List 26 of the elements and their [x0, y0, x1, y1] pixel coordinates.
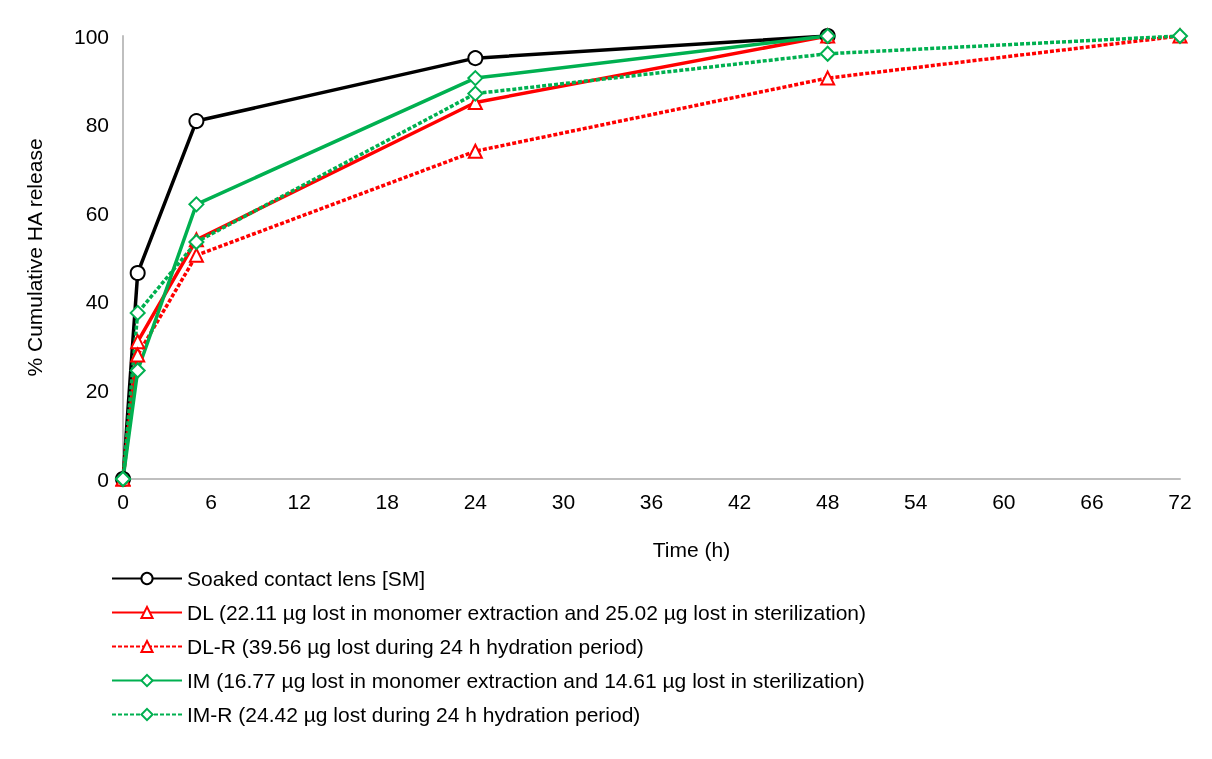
x-tick-label: 66	[1080, 490, 1104, 513]
x-tick-label: 72	[1168, 490, 1192, 513]
y-tick-label: 20	[85, 378, 109, 402]
y-tick-label: 60	[85, 201, 109, 225]
x-tick-label: 36	[639, 490, 664, 513]
legend-label: DL (22.11 µg lost in monomer extraction and 25.02 µg lost in sterilization)	[187, 601, 867, 624]
y-axis-title: % Cumulative HA release	[23, 138, 46, 377]
legend-label: IM-R (24.42 µg lost during 24 h hydration period)	[187, 703, 641, 726]
x-tick-label: 0	[117, 490, 129, 513]
x-tick-label: 24	[463, 490, 488, 513]
y-tick-label: 40	[85, 290, 109, 314]
x-tick-label: 30	[551, 490, 576, 513]
y-tick-label: 0	[97, 467, 109, 491]
legend-label: IM (16.77 µg lost in monomer extraction and 14.61 µg lost in sterilization)	[187, 669, 865, 692]
x-tick-label: 54	[904, 490, 928, 513]
x-tick-label: 12	[287, 490, 311, 513]
x-axis-title: Time (h)	[652, 538, 731, 561]
legend-label: DL-R (39.56 µg lost during 24 h hydration period)	[187, 635, 644, 658]
legend-label: Soaked contact lens [SM]	[187, 567, 426, 590]
x-tick-label: 42	[727, 490, 752, 513]
x-tick-label: 60	[992, 490, 1016, 513]
x-tick-label: 48	[815, 490, 840, 513]
x-tick-label: 6	[205, 490, 217, 513]
y-tick-label: 100	[73, 24, 109, 48]
y-tick-label: 80	[85, 113, 109, 137]
x-tick-label: 18	[375, 490, 399, 513]
